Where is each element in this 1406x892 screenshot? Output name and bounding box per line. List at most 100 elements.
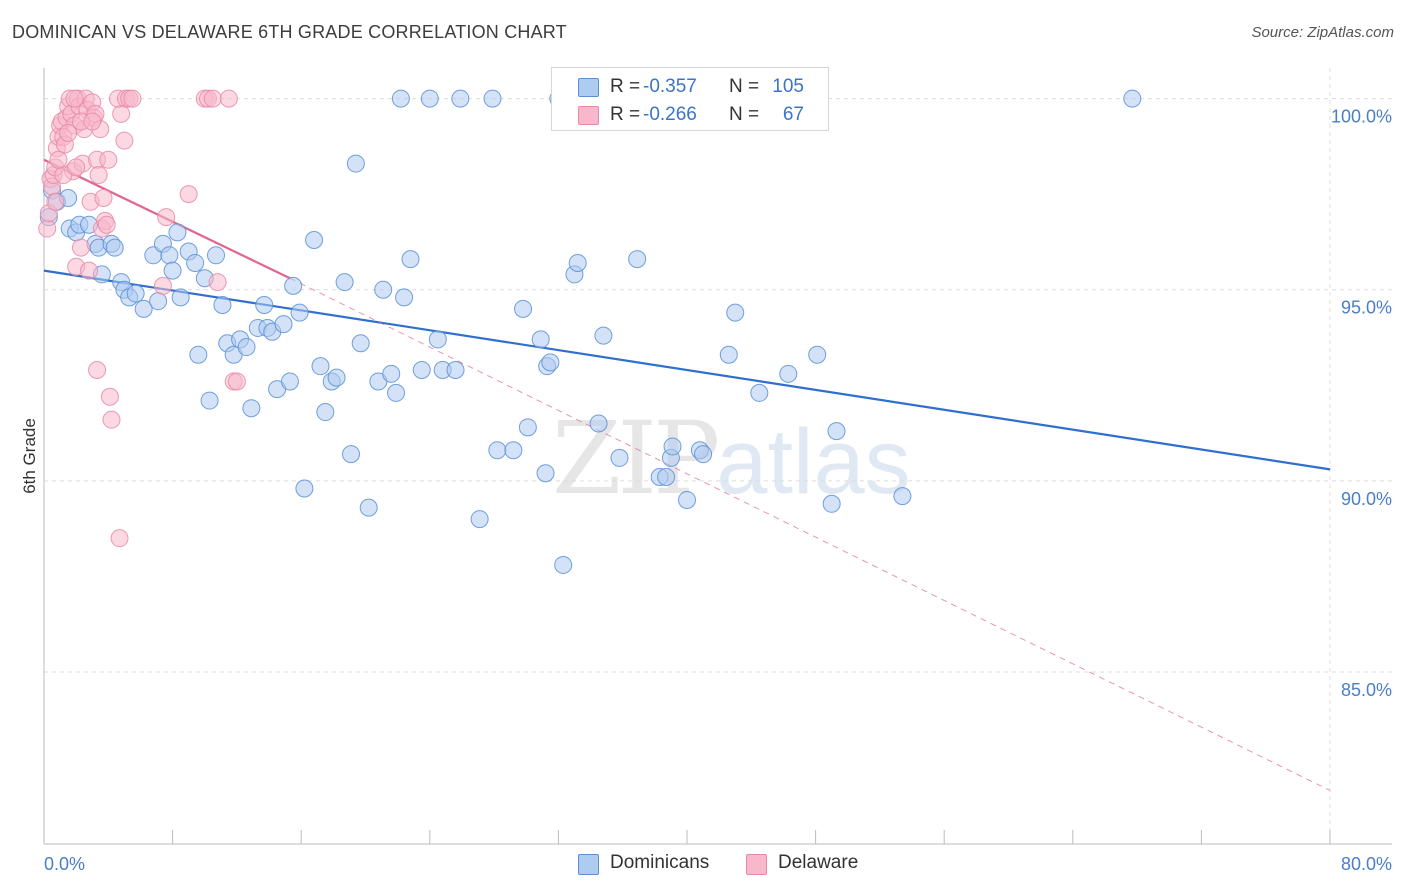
point-dominicans — [822, 494, 841, 513]
legend-r-value: -0.357 — [643, 76, 697, 97]
point-dominicans — [808, 345, 827, 364]
point-dominicans — [719, 345, 738, 364]
point-delaware — [65, 89, 84, 108]
legend-n-label: N = — [729, 76, 760, 97]
point-dominicans — [446, 360, 465, 379]
point-dominicans — [401, 250, 420, 269]
point-dominicans — [694, 445, 713, 464]
series-swatch-dominicans — [578, 854, 599, 875]
y-tick-label: 100.0% — [1331, 107, 1392, 127]
point-dominicans — [428, 330, 447, 349]
point-delaware — [97, 215, 116, 234]
point-dominicans — [504, 441, 523, 460]
point-dominicans — [189, 345, 208, 364]
y-tick-label: 85.0% — [1341, 680, 1392, 700]
point-dominicans — [518, 418, 537, 437]
grid-lines — [43, 68, 1392, 844]
legend-r-value: -0.266 — [643, 104, 697, 125]
point-delaware — [94, 188, 113, 207]
point-dominicans — [483, 89, 502, 108]
point-delaware — [59, 123, 78, 142]
legend-n-value: 67 — [782, 104, 804, 125]
series-swatch-delaware — [746, 854, 767, 875]
point-dominicans — [387, 383, 406, 402]
chart-title: DOMINICAN VS DELAWARE 6TH GRADE CORRELAT… — [12, 22, 567, 42]
point-dominicans — [168, 223, 187, 242]
point-dominicans — [200, 391, 219, 410]
point-delaware — [89, 166, 108, 185]
point-dominicans — [126, 284, 145, 303]
point-dominicans — [420, 89, 439, 108]
point-delaware — [115, 131, 134, 150]
chart-source: Source: ZipAtlas.com — [1251, 24, 1394, 41]
legend-swatch-delaware — [578, 106, 599, 125]
point-dominicans — [541, 353, 560, 372]
trend-lines — [43, 158, 1331, 791]
point-dominicans — [316, 403, 335, 422]
point-dominicans — [171, 288, 190, 307]
point-dominicans — [295, 479, 314, 498]
series-label-dominicans: Dominicans — [610, 852, 710, 873]
data-points — [38, 89, 1142, 574]
point-dominicans — [750, 383, 769, 402]
point-dominicans — [1123, 89, 1142, 108]
point-dominicans — [554, 555, 573, 574]
point-dominicans — [207, 246, 226, 265]
point-dominicans — [346, 154, 365, 173]
legend-r-label: R = — [610, 104, 641, 125]
legend-r-label: R = — [610, 76, 641, 97]
point-dominicans — [678, 490, 696, 509]
point-delaware — [38, 219, 57, 238]
point-delaware — [67, 158, 86, 177]
trend-line-dominicans — [43, 269, 1331, 471]
point-dominicans — [827, 422, 846, 441]
point-delaware — [157, 208, 176, 227]
point-dominicans — [391, 89, 410, 108]
point-dominicans — [186, 253, 205, 272]
legend-n-value: 105 — [772, 76, 804, 97]
point-delaware — [100, 387, 119, 406]
point-delaware — [203, 89, 222, 108]
point-dominicans — [280, 372, 299, 391]
point-dominicans — [412, 360, 431, 379]
point-dominicans — [374, 280, 393, 299]
point-dominicans — [105, 238, 124, 257]
axes — [43, 68, 1392, 845]
point-dominicans — [213, 296, 232, 315]
point-dominicans — [255, 296, 274, 315]
point-dominicans — [359, 498, 378, 517]
point-dominicans — [311, 357, 330, 376]
point-delaware — [112, 104, 131, 123]
tick-labels: 100.0% 95.0% 90.0% 85.0% 0.0% 80.0% — [44, 107, 1392, 874]
x-tick-label: 0.0% — [44, 854, 85, 874]
point-delaware — [88, 360, 107, 379]
point-dominicans — [451, 89, 470, 108]
point-delaware — [83, 112, 102, 131]
point-dominicans — [382, 364, 401, 383]
point-dominicans — [470, 510, 489, 529]
point-dominicans — [893, 487, 912, 506]
point-delaware — [80, 261, 99, 280]
watermark-atlas: atlas — [716, 411, 911, 513]
point-dominicans — [726, 303, 745, 322]
point-delaware — [99, 150, 118, 169]
point-delaware — [102, 410, 121, 429]
point-delaware — [208, 273, 227, 292]
y-tick-label: 95.0% — [1341, 298, 1392, 318]
point-dominicans — [610, 448, 629, 467]
point-delaware — [179, 185, 198, 204]
legend-row-delaware: R = -0.266 N = 67 — [552, 100, 828, 128]
point-dominicans — [351, 334, 370, 353]
point-dominicans — [395, 288, 414, 307]
point-dominicans — [342, 445, 361, 464]
point-dominicans — [305, 231, 324, 250]
point-delaware — [46, 192, 65, 211]
legend-n-label: N = — [729, 104, 760, 125]
point-delaware — [153, 276, 172, 295]
point-dominicans — [160, 246, 179, 265]
point-dominicans — [163, 261, 182, 280]
point-dominicans — [589, 414, 608, 433]
point-delaware — [110, 529, 129, 548]
point-dominicans — [531, 330, 550, 349]
